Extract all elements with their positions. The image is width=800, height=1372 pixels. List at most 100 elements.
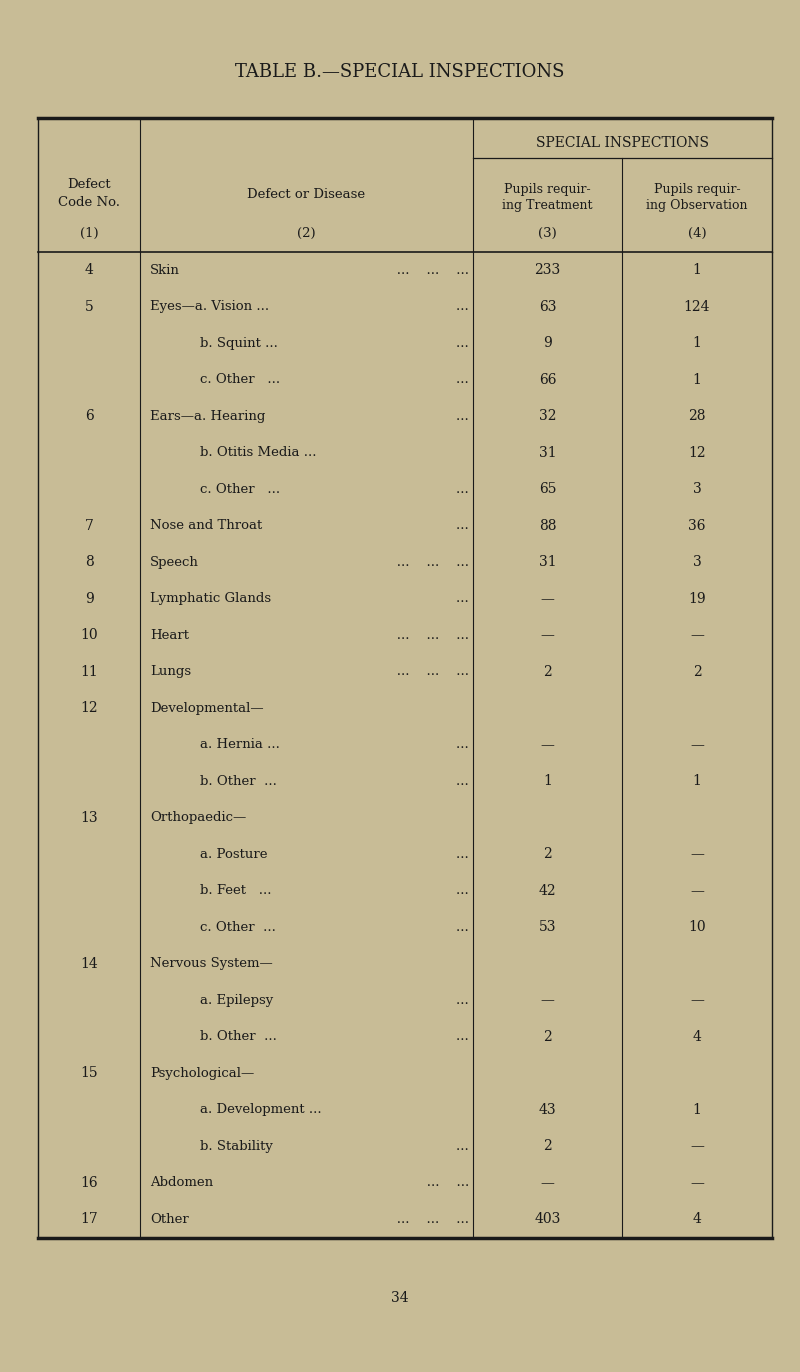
Text: 66: 66: [538, 373, 556, 387]
Text: —: —: [690, 1176, 704, 1190]
Text: 2: 2: [693, 665, 702, 679]
Text: a. Epilepsy: a. Epilepsy: [200, 993, 274, 1007]
Text: 2: 2: [543, 848, 552, 862]
Text: ...: ...: [439, 1140, 469, 1152]
Text: 12: 12: [80, 701, 98, 715]
Text: 3: 3: [693, 556, 702, 569]
Text: b. Stability: b. Stability: [200, 1140, 273, 1152]
Text: ...: ...: [439, 593, 469, 605]
Text: 10: 10: [688, 921, 706, 934]
Text: 13: 13: [80, 811, 98, 825]
Text: Skin: Skin: [150, 263, 180, 277]
Text: Ears—a. Hearing: Ears—a. Hearing: [150, 410, 266, 423]
Text: Other: Other: [150, 1213, 189, 1225]
Text: (1): (1): [80, 226, 98, 240]
Text: b. Other  ...: b. Other ...: [200, 1030, 277, 1043]
Text: —: —: [541, 738, 554, 752]
Text: Orthopaedic—: Orthopaedic—: [150, 811, 246, 825]
Text: 2: 2: [543, 665, 552, 679]
Text: —: —: [541, 1176, 554, 1190]
Text: (3): (3): [538, 226, 557, 240]
Text: ...    ...    ...: ... ... ...: [384, 1213, 469, 1225]
Text: Lungs: Lungs: [150, 665, 191, 678]
Text: b. Otitis Media ...: b. Otitis Media ...: [200, 446, 317, 460]
Text: —: —: [541, 591, 554, 606]
Text: Nervous System—: Nervous System—: [150, 958, 273, 970]
Text: 1: 1: [693, 336, 702, 350]
Text: ...    ...: ... ...: [414, 1176, 469, 1190]
Text: 4: 4: [85, 263, 94, 277]
Text: c. Other   ...: c. Other ...: [200, 483, 280, 495]
Text: 1: 1: [543, 774, 552, 789]
Text: (4): (4): [688, 226, 706, 240]
Text: ing Treatment: ing Treatment: [502, 199, 593, 211]
Text: 8: 8: [85, 556, 94, 569]
Text: ...    ...    ...: ... ... ...: [384, 556, 469, 569]
Text: ing Observation: ing Observation: [646, 199, 748, 211]
Text: ...: ...: [439, 300, 469, 313]
Text: 16: 16: [80, 1176, 98, 1190]
Text: c. Other   ...: c. Other ...: [200, 373, 280, 387]
Text: ...    ...    ...: ... ... ...: [384, 263, 469, 277]
Text: 1: 1: [693, 263, 702, 277]
Text: 65: 65: [538, 482, 556, 497]
Text: 63: 63: [538, 299, 556, 314]
Text: 42: 42: [538, 884, 556, 897]
Text: Defect: Defect: [67, 178, 111, 192]
Text: —: —: [690, 628, 704, 642]
Text: a. Hernia ...: a. Hernia ...: [200, 738, 280, 752]
Text: 124: 124: [684, 299, 710, 314]
Text: Speech: Speech: [150, 556, 199, 569]
Text: Lymphatic Glands: Lymphatic Glands: [150, 593, 271, 605]
Text: ...: ...: [439, 410, 469, 423]
Text: b. Feet   ...: b. Feet ...: [200, 884, 271, 897]
Text: —: —: [690, 738, 704, 752]
Text: 34: 34: [391, 1291, 409, 1305]
Text: TABLE B.—SPECIAL INSPECTIONS: TABLE B.—SPECIAL INSPECTIONS: [235, 63, 565, 81]
Text: ...    ...    ...: ... ... ...: [384, 628, 469, 642]
Text: ...: ...: [439, 738, 469, 752]
Text: 19: 19: [688, 591, 706, 606]
Text: Psychological—: Psychological—: [150, 1067, 254, 1080]
Text: 1: 1: [693, 1103, 702, 1117]
Text: ...: ...: [439, 1030, 469, 1043]
Text: Nose and Throat: Nose and Throat: [150, 519, 262, 532]
Text: ...: ...: [439, 373, 469, 387]
Text: b. Other  ...: b. Other ...: [200, 775, 277, 788]
Text: 53: 53: [538, 921, 556, 934]
Text: Eyes—a. Vision ...: Eyes—a. Vision ...: [150, 300, 269, 313]
Text: Heart: Heart: [150, 628, 189, 642]
Text: 4: 4: [693, 1213, 702, 1227]
Text: 403: 403: [534, 1213, 561, 1227]
Text: a. Development ...: a. Development ...: [200, 1103, 322, 1117]
Text: 6: 6: [85, 409, 94, 423]
Text: 10: 10: [80, 628, 98, 642]
Text: 12: 12: [688, 446, 706, 460]
Text: ...: ...: [439, 775, 469, 788]
Text: —: —: [690, 993, 704, 1007]
Text: 7: 7: [85, 519, 94, 532]
Text: ...: ...: [439, 519, 469, 532]
Text: 31: 31: [538, 446, 556, 460]
Text: Pupils requir-: Pupils requir-: [504, 182, 591, 195]
Text: b. Squint ...: b. Squint ...: [200, 336, 278, 350]
Text: 9: 9: [543, 336, 552, 350]
Text: 1: 1: [693, 373, 702, 387]
Text: —: —: [690, 884, 704, 897]
Text: 88: 88: [538, 519, 556, 532]
Text: 9: 9: [85, 591, 94, 606]
Text: ...: ...: [439, 993, 469, 1007]
Text: Code No.: Code No.: [58, 196, 120, 210]
Text: 233: 233: [534, 263, 561, 277]
Text: 3: 3: [693, 482, 702, 497]
Text: Pupils requir-: Pupils requir-: [654, 182, 740, 195]
Text: 2: 2: [543, 1030, 552, 1044]
Text: 11: 11: [80, 665, 98, 679]
Text: 36: 36: [688, 519, 706, 532]
Text: —: —: [690, 848, 704, 862]
Text: ...    ...    ...: ... ... ...: [384, 665, 469, 678]
Text: (2): (2): [297, 226, 316, 240]
Text: —: —: [690, 1139, 704, 1154]
Text: 1: 1: [693, 774, 702, 789]
Text: 43: 43: [538, 1103, 556, 1117]
